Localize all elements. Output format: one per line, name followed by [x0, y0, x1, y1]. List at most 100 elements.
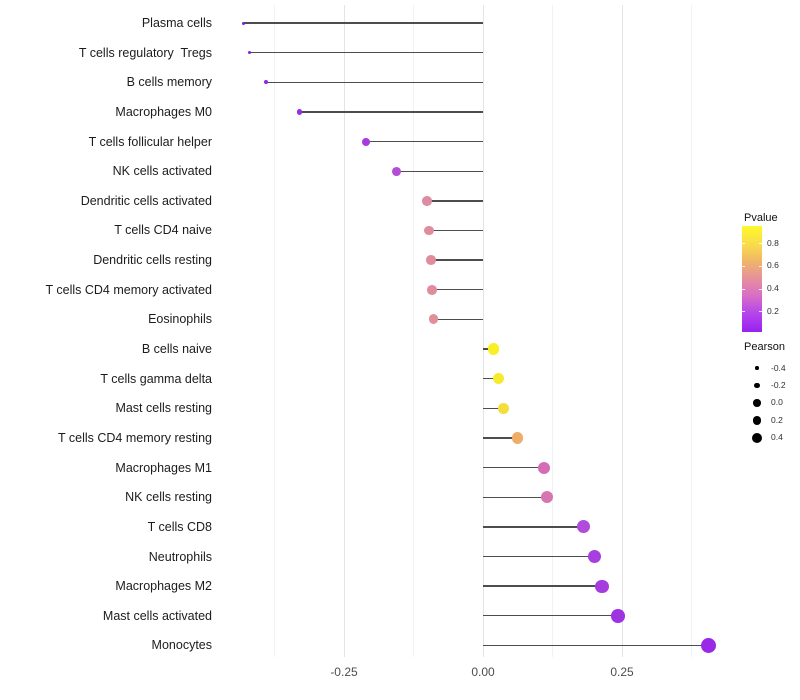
data-point-mast-cells-activated	[611, 609, 625, 623]
y-axis-label: Plasma cells	[141, 16, 212, 30]
data-point-t-cells-regulatory-tregs	[247, 50, 252, 55]
data-point-macrophages-m1	[537, 461, 550, 474]
gridline-minor	[413, 5, 414, 657]
data-point-dendritic-cells-resting	[425, 255, 436, 265]
pearson-tick-label: 0.0	[771, 397, 783, 408]
pvalue-tick-mark	[742, 288, 745, 290]
lollipop-stem	[299, 111, 483, 113]
lollipop-stem	[249, 51, 483, 54]
pearson-size-key	[753, 399, 761, 407]
lollipop-stem	[426, 200, 483, 202]
pearson-tick-label: 0.4	[771, 432, 783, 443]
lollipop-stem	[266, 81, 483, 83]
y-axis-label: Dendritic cells resting	[93, 253, 212, 268]
pvalue-tick-label: 0.2	[767, 305, 779, 316]
lollipop-stem	[483, 526, 584, 528]
pvalue-tick-mark	[742, 311, 745, 313]
pvalue-legend-title: Pvalue	[744, 212, 778, 224]
lollipop-stem	[431, 289, 483, 291]
y-axis-label: NK cells resting	[125, 490, 212, 505]
pvalue-tick-mark	[759, 288, 762, 290]
y-axis-label: T cells regulatory Tregs	[78, 45, 212, 60]
x-axis-tick-label: 0.25	[610, 665, 634, 679]
lollipop-stem	[433, 318, 483, 321]
data-point-dendritic-cells-activated	[421, 195, 432, 206]
pvalue-colorbar	[742, 226, 762, 332]
y-axis-label: Macrophages M1	[115, 460, 212, 475]
gridline-minor	[691, 5, 692, 657]
gridline-minor	[552, 5, 553, 657]
gridline-major	[621, 5, 623, 657]
pvalue-tick-mark	[759, 265, 762, 267]
y-axis-label: T cells CD4 memory activated	[45, 282, 213, 297]
pvalue-tick-mark	[742, 243, 745, 245]
pearson-size-key	[752, 415, 762, 425]
y-axis-label: B cells memory	[126, 75, 212, 90]
y-axis-label: T cells CD4 memory resting	[58, 430, 212, 445]
lollipop-stem	[483, 407, 504, 409]
pearson-tick-label: -0.2	[771, 379, 786, 390]
y-axis-label: Eosinophils	[148, 312, 212, 327]
lollipop-stem	[430, 259, 483, 261]
data-point-t-cells-cd4-naive	[424, 225, 434, 236]
y-axis-label: Mast cells resting	[115, 401, 212, 416]
lollipop-stem	[483, 466, 544, 469]
lollipop-stem	[483, 585, 602, 587]
data-point-monocytes	[700, 637, 716, 653]
pvalue-tick-mark	[759, 243, 762, 245]
y-axis-label: Macrophages M2	[115, 579, 212, 594]
y-axis-label: T cells follicular helper	[88, 134, 212, 149]
y-axis-label: Macrophages M0	[115, 104, 212, 119]
y-axis-label: NK cells activated	[112, 164, 212, 179]
y-axis-label: B cells naive	[141, 342, 212, 357]
gridline-major	[482, 5, 484, 657]
pvalue-tick-label: 0.4	[767, 283, 779, 294]
gridline-minor	[274, 5, 275, 657]
y-axis-label: Monocytes	[151, 638, 212, 653]
lollipop-stem	[483, 496, 547, 498]
data-point-macrophages-m2	[595, 579, 609, 593]
y-axis-label: Mast cells activated	[102, 608, 212, 623]
plot-panel	[220, 5, 734, 657]
data-point-t-cells-gamma-delta	[492, 373, 505, 385]
data-point-macrophages-m0	[296, 108, 303, 115]
x-axis-tick-label: 0.00	[471, 665, 495, 679]
y-axis-label: T cells CD8	[147, 519, 212, 534]
gridline-major	[343, 5, 345, 657]
lollipop-stem	[483, 644, 709, 647]
lollipop-stem	[483, 555, 595, 558]
lollipop-stem	[366, 140, 483, 143]
data-point-b-cells-memory	[263, 80, 269, 85]
data-point-b-cells-naive	[487, 343, 500, 355]
lollipop-stem	[429, 229, 483, 232]
data-point-neutrophils	[588, 549, 602, 564]
pvalue-tick-label: 0.6	[767, 260, 779, 271]
pearson-size-key	[754, 382, 760, 389]
y-axis-label: T cells gamma delta	[100, 371, 212, 386]
lollipop-stem	[483, 615, 619, 617]
pearson-legend-title: Pearson	[744, 341, 785, 353]
data-point-nk-cells-activated	[392, 166, 402, 176]
data-point-t-cells-cd4-memory-activated	[426, 284, 437, 295]
lollipop-stem	[483, 377, 499, 380]
data-point-mast-cells-resting	[497, 402, 510, 414]
pearson-size-key	[755, 366, 759, 370]
y-axis-label: Dendritic cells activated	[80, 193, 212, 208]
pearson-size-key	[752, 432, 762, 443]
x-axis-tick-label: -0.25	[330, 665, 358, 679]
y-axis-label: Neutrophils	[148, 549, 212, 564]
pvalue-tick-label: 0.8	[767, 237, 779, 248]
pearson-tick-label: -0.4	[771, 362, 786, 373]
data-point-t-cells-follicular-helper	[362, 137, 371, 146]
data-point-t-cells-cd8	[577, 520, 591, 534]
pvalue-tick-mark	[742, 265, 745, 267]
data-point-t-cells-cd4-memory-resting	[511, 432, 524, 444]
data-point-plasma-cells	[242, 21, 246, 25]
pvalue-tick-mark	[759, 311, 762, 313]
data-point-nk-cells-resting	[540, 491, 554, 504]
y-axis-label: T cells CD4 naive	[114, 223, 212, 238]
lollipop-stem	[483, 437, 518, 439]
lollipop-stem	[396, 170, 483, 172]
lollipop-stem	[243, 22, 483, 24]
